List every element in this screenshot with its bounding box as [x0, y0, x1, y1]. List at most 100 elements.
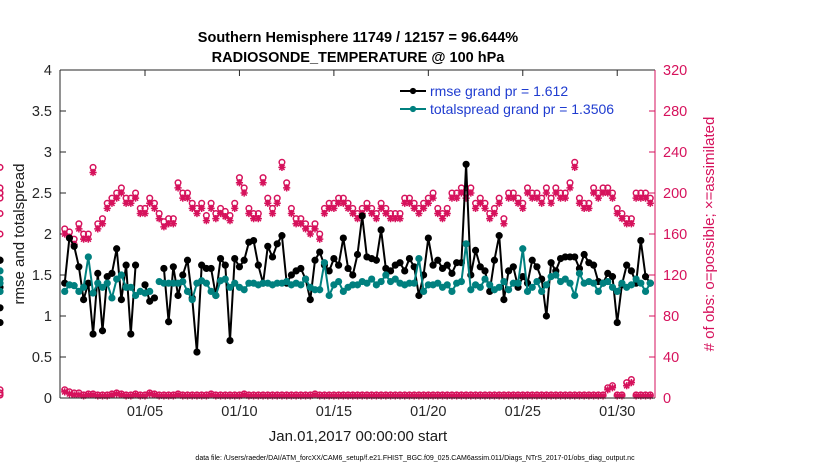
obs-assimilated-marker	[481, 204, 489, 212]
spread-point	[108, 294, 116, 302]
obs-assimilated-marker	[386, 215, 395, 223]
obs-low-assimilated-marker	[401, 392, 409, 400]
obs-assimilated-marker	[103, 204, 111, 212]
obs-assimilated-marker	[127, 199, 135, 207]
obs-low-assimilated-marker	[386, 392, 395, 400]
obs-low-assimilated-marker	[424, 392, 432, 400]
rmse-point	[207, 264, 215, 273]
spread-point	[420, 287, 428, 295]
obs-assimilated-marker	[113, 194, 121, 202]
spread-point	[410, 279, 418, 287]
spread-point	[75, 287, 83, 295]
rmse-point	[471, 246, 480, 254]
spread-point	[632, 275, 640, 283]
spread-point	[481, 275, 489, 283]
obs-assimilated-marker	[306, 230, 314, 238]
rmse-point	[146, 297, 154, 305]
spread-point	[523, 287, 532, 295]
obs-assimilated-marker	[448, 194, 456, 202]
obs-assimilated-marker	[311, 225, 319, 233]
obs-low-assimilated-marker	[268, 392, 277, 400]
obs-assimilated-marker	[523, 189, 532, 197]
obs-assimilated-marker	[146, 199, 154, 207]
obs-low-assimilated-marker	[297, 392, 305, 400]
obs-assimilated-marker	[575, 199, 584, 207]
obs-low-assimilated-marker	[245, 392, 253, 400]
rmse-point	[273, 240, 281, 248]
chart-title: Southern Hemisphere 11749 / 12157 = 96.6…	[198, 30, 519, 46]
obs-assimilated-marker	[396, 215, 404, 223]
obs-assimilated-marker	[382, 209, 390, 218]
rmse-point	[372, 256, 380, 264]
obs-low-assimilated-marker	[316, 392, 324, 400]
spread-point	[646, 279, 654, 287]
rmse-point	[590, 261, 598, 269]
obs-assimilated-marker	[89, 168, 97, 177]
plot-background	[60, 70, 655, 398]
spread-point	[571, 291, 579, 300]
rmse-point	[434, 256, 442, 264]
spread-point	[604, 277, 612, 286]
obs-low-assimilated-marker	[198, 392, 206, 400]
obs-low-assimilated-marker	[273, 392, 281, 400]
obs-assimilated-marker	[405, 199, 414, 207]
obs-assimilated-marker	[150, 204, 159, 212]
spread-point	[339, 287, 347, 295]
obs-assimilated-marker	[623, 220, 631, 228]
rmse-point	[316, 248, 324, 256]
rmse-point	[250, 236, 258, 245]
obs-low-assimilated-marker	[547, 392, 555, 400]
obs-low-assimilated-marker	[632, 392, 640, 400]
obs-assimilated-marker	[566, 184, 574, 192]
obs-assimilated-marker	[183, 194, 192, 202]
spread-point	[368, 275, 376, 283]
y-left-tick-label: 4	[44, 63, 52, 79]
obs-low-assimilated-marker	[495, 392, 503, 400]
obs-low-assimilated-marker	[240, 391, 248, 399]
obs-low-assimilated-marker	[538, 392, 546, 400]
obs-assimilated-marker	[122, 199, 130, 207]
obs-assimilated-marker	[216, 209, 225, 218]
y-left-tick-label: 0	[44, 391, 52, 407]
rmse-point	[528, 256, 536, 264]
spread-point	[117, 271, 125, 279]
obs-assimilated-marker	[155, 215, 163, 223]
obs-assimilated-marker	[169, 220, 177, 228]
obs-low-assimilated-marker	[608, 384, 617, 392]
obs-assimilated-marker	[273, 199, 281, 207]
obs-low-assimilated-marker	[453, 392, 461, 400]
rmse-point	[344, 264, 352, 273]
rmse-point	[637, 236, 645, 245]
spread-point	[316, 286, 324, 294]
spread-point	[382, 271, 390, 279]
rmse-point	[542, 312, 550, 320]
spread-point	[590, 279, 598, 287]
obs-low-assimilated-marker	[613, 392, 621, 400]
obs-assimilated-marker	[561, 194, 569, 202]
spread-point	[641, 287, 650, 295]
obs-assimilated-marker	[80, 235, 88, 243]
obs-assimilated-marker	[424, 199, 432, 207]
rmse-point	[623, 261, 631, 269]
spread-point	[207, 287, 215, 295]
obs-assimilated-marker	[552, 189, 560, 197]
obs-assimilated-marker	[542, 189, 550, 197]
obs-low-assimilated-marker	[103, 392, 111, 400]
obs-low-assimilated-marker	[65, 390, 74, 398]
rmse-point	[353, 250, 362, 259]
obs-low-assimilated-marker	[131, 391, 140, 399]
obs-assimilated-marker	[590, 189, 598, 197]
rmse-point	[306, 296, 314, 304]
obs-assimilated-marker	[556, 194, 565, 202]
obs-low-assimilated-marker	[193, 392, 201, 400]
obs-low-assimilated-marker	[457, 392, 465, 400]
obs-assimilated-marker	[320, 209, 329, 218]
obs-low-assimilated-marker	[514, 392, 522, 400]
rmse-point	[330, 255, 338, 263]
spread-point	[0, 267, 4, 275]
spread-point	[202, 279, 210, 287]
obs-low-assimilated-marker	[471, 392, 480, 400]
obs-low-assimilated-marker	[391, 392, 399, 400]
rmse-point	[415, 291, 423, 300]
obs-low-assimilated-marker	[98, 392, 107, 400]
